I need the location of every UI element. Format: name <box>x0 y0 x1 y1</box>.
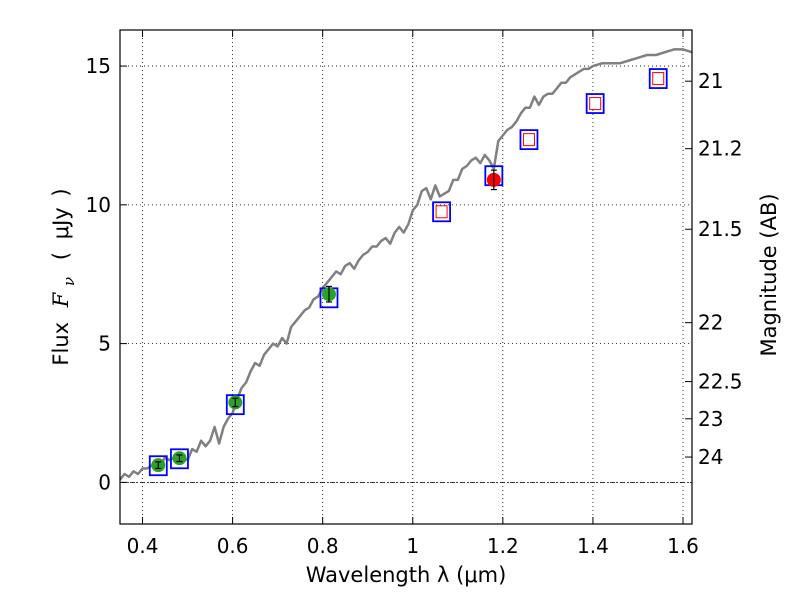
x-tick-label: 0.4 <box>127 534 159 558</box>
y-label-open-paren: ( <box>49 252 73 260</box>
y-label-unit: μJy <box>49 207 73 239</box>
y-tick-label: 5 <box>98 332 111 356</box>
model-spectrum-line <box>119 48 693 481</box>
model-flux-square <box>585 93 605 114</box>
y-label-nu: ν <box>60 277 78 286</box>
axis-ticks <box>120 30 692 524</box>
x-tick-label: 0.6 <box>217 534 249 558</box>
y-tick-label: 15 <box>86 54 111 78</box>
grid-lines <box>120 30 692 524</box>
y2-tick-label: 24 <box>698 445 723 469</box>
x-tick-label: 0.8 <box>307 534 339 558</box>
x-tick-label: 1 <box>406 534 419 558</box>
x-tick-label: 1.4 <box>577 534 609 558</box>
model-spectrum <box>119 48 693 481</box>
model-flux-square <box>519 129 539 151</box>
model-flux-square <box>148 455 168 477</box>
inner-red-square <box>589 97 602 111</box>
model-flux-square <box>225 394 245 416</box>
y2-axis-label: Magnitude (AB) <box>757 193 781 356</box>
y2-tick-label: 22 <box>698 311 723 335</box>
y-label-f: F <box>49 291 73 308</box>
plot-frame <box>119 29 693 525</box>
tick-labels: 0.4 0.6 0.8 1 1.2 1.4 1.6 0 5 10 15 21 21.2 21.5 22 22.… <box>86 54 743 558</box>
y-axis-label: Flux F ν ( μJy ) <box>49 188 79 365</box>
inner-red-square <box>522 133 535 147</box>
y-label-flux: Flux <box>49 322 73 366</box>
photometry-markers <box>148 68 668 477</box>
y2-tick-label: 21.5 <box>698 217 743 241</box>
y2-tick-label: 22.5 <box>698 370 743 394</box>
y-label-close-paren: ) <box>49 188 73 196</box>
y-tick-label: 10 <box>86 193 111 217</box>
inner-red-square <box>435 205 448 219</box>
model-flux-square <box>170 448 189 470</box>
y2-tick-label: 23 <box>698 407 723 431</box>
inner-red-square <box>652 72 665 86</box>
x-tick-label: 1.6 <box>667 534 699 558</box>
x-axis-label: Wavelength λ (μm) <box>306 563 507 587</box>
y2-tick-label: 21 <box>698 69 723 93</box>
model-flux-square <box>648 68 668 89</box>
y-tick-label: 0 <box>98 470 111 494</box>
x-tick-label: 1.2 <box>487 534 519 558</box>
model-flux-square <box>432 201 451 223</box>
y2-tick-label: 21.2 <box>698 137 743 161</box>
